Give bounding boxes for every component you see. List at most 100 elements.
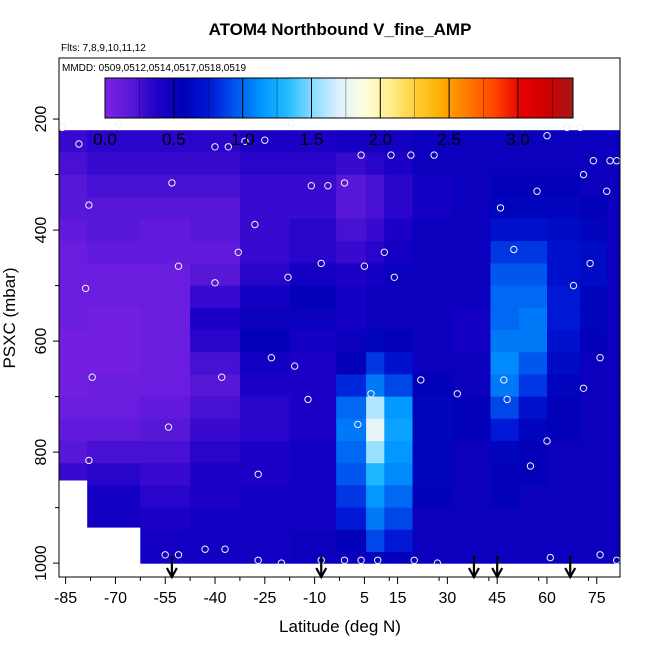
colorbar-swatch — [486, 78, 490, 118]
colorbar-swatch — [181, 78, 186, 118]
colorbar-swatch — [285, 78, 290, 118]
heatmap-cell — [59, 130, 88, 153]
colorbar-tick-label: 0.0 — [93, 130, 117, 149]
heatmap-cell — [606, 485, 620, 509]
heatmap-cell — [140, 352, 191, 375]
heatmap-cell — [412, 418, 453, 442]
heatmap-cell — [490, 330, 520, 353]
colorbar-swatch — [272, 78, 276, 118]
observation-point — [579, 170, 588, 179]
heatmap-cell — [452, 552, 492, 564]
observation-point — [75, 140, 83, 148]
heatmap-cell — [412, 219, 453, 242]
colorbar-swatch — [288, 78, 293, 118]
colorbar-swatch — [552, 78, 557, 118]
heatmap-cell — [190, 263, 241, 287]
flight-arrow-head — [315, 567, 328, 580]
heatmap-cell — [87, 241, 141, 264]
colorbar-swatch — [238, 78, 243, 118]
colorbar-swatch — [148, 78, 153, 118]
heatmap-cell — [412, 552, 453, 564]
heatmap-cell — [452, 507, 492, 531]
colorbar-swatch — [228, 78, 233, 118]
colorbar-swatch — [111, 78, 116, 118]
heatmap-cell — [606, 130, 620, 153]
heatmap-cell — [140, 263, 191, 287]
heatmap-cell — [452, 529, 492, 553]
observation-point — [433, 559, 442, 567]
observation-point — [543, 132, 551, 140]
heatmap-cell — [289, 196, 337, 220]
observation-point — [387, 151, 395, 159]
heatmap-cell — [289, 219, 337, 242]
heatmap-cell — [140, 441, 191, 464]
colorbar-swatch — [248, 78, 253, 118]
colorbar-swatch — [382, 78, 387, 118]
heatmap-cell — [336, 374, 367, 398]
observation-point — [291, 362, 299, 370]
heatmap-cell — [452, 152, 492, 176]
heatmap-cell — [239, 241, 291, 264]
colorbar-swatch — [499, 78, 504, 118]
colorbar-tick-label: 0.5 — [162, 130, 186, 149]
flight-arrow-head — [564, 567, 577, 580]
flights-subtitle: Flts: 7,8,9,10,11,12 — [61, 43, 146, 54]
heatmap-cell — [140, 485, 191, 509]
colorbar-swatch — [512, 78, 517, 118]
colorbar-swatch — [349, 78, 353, 118]
heatmap-cell — [518, 241, 548, 264]
colorbar-swatch — [549, 78, 554, 118]
colorbar-swatch — [479, 78, 484, 118]
heatmap-cell — [87, 396, 141, 420]
heatmap-cell — [547, 174, 581, 198]
heatmap-cell — [289, 418, 337, 442]
heatmap-cell — [366, 130, 385, 153]
heatmap-cell — [606, 352, 620, 375]
heatmap-cell — [87, 152, 141, 176]
colorbar-swatch — [399, 78, 404, 118]
colorbar-swatch — [108, 78, 113, 118]
heatmap-cell — [59, 219, 88, 242]
heatmap-cell — [606, 152, 620, 176]
heatmap-cell — [547, 196, 581, 220]
heatmap-cell — [412, 507, 453, 531]
heatmap-cell — [239, 307, 291, 331]
heatmap-cell — [336, 130, 367, 153]
heatmap-cell — [366, 485, 385, 509]
heatmap-cell — [490, 485, 520, 509]
heatmap-cell — [384, 441, 414, 464]
heatmap-cell — [366, 196, 385, 220]
colorbar-swatch — [559, 78, 564, 118]
heatmap-cell — [239, 374, 291, 398]
heatmap-cell — [490, 552, 520, 564]
observation-point — [510, 245, 518, 254]
flight-arrow-head — [165, 567, 178, 580]
heatmap-cell — [59, 263, 88, 287]
heatmap-cell — [366, 285, 385, 309]
colorbar-tick-label: 2.0 — [368, 130, 392, 149]
y-tick-label: 200 — [33, 106, 50, 133]
flight-arrows — [165, 556, 577, 580]
y-tick-label: 600 — [33, 328, 50, 355]
heatmap-cell — [490, 263, 520, 287]
colorbar-swatch — [188, 78, 193, 118]
heatmap-cell — [336, 485, 367, 509]
heatmap-cell — [59, 441, 88, 464]
heatmap-cell — [452, 130, 492, 153]
heatmap-cell — [580, 507, 608, 531]
heatmap-cell — [239, 463, 291, 486]
colorbar-tick-label: 2.5 — [437, 130, 461, 149]
heatmap-cell — [412, 241, 453, 264]
observation-point — [168, 179, 176, 187]
colorbar-swatch — [262, 78, 266, 118]
heatmap-cell — [606, 241, 620, 264]
heatmap-cell — [547, 263, 581, 287]
observation-point — [224, 143, 233, 151]
heatmap-cell — [412, 352, 453, 375]
heatmap-cell — [412, 463, 453, 486]
colorbar-swatch — [442, 78, 447, 118]
heatmap-cell — [239, 507, 291, 531]
heatmap-cell — [518, 352, 548, 375]
observation-point — [211, 279, 219, 287]
observation-point — [59, 123, 66, 132]
